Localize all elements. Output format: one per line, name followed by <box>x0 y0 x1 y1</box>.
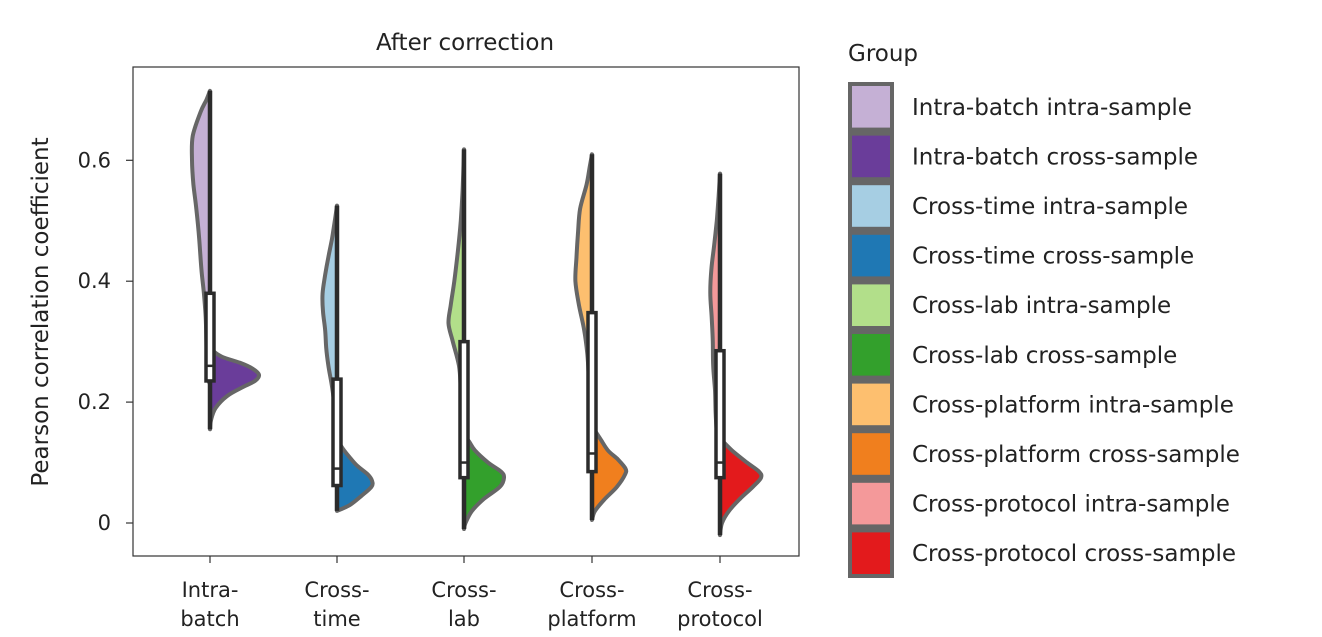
violin-cross-sample <box>718 436 764 538</box>
legend-label: Cross-time cross-sample <box>912 244 1194 270</box>
chart-title: After correction <box>376 30 554 56</box>
x-tick-label: Cross- <box>431 578 496 602</box>
y-tick-label: 0.6 <box>78 148 111 172</box>
y-tick-label: 0.2 <box>78 390 111 414</box>
x-tick-label: Cross- <box>304 578 369 602</box>
legend-swatch <box>852 532 890 574</box>
y-tick-label: 0.4 <box>78 269 111 293</box>
legend-swatch <box>852 86 890 128</box>
box-iqr <box>204 291 216 383</box>
x-tick-label: time <box>313 607 360 631</box>
x-tick-label: Cross- <box>687 578 752 602</box>
plot-frame <box>132 66 800 557</box>
legend-label: Cross-platform cross-sample <box>912 442 1240 468</box>
x-tick-label: batch <box>180 607 239 631</box>
y-tick-label: 0 <box>98 511 111 535</box>
violin-cross-sample <box>208 342 262 432</box>
box-iqr <box>714 348 726 480</box>
legend: Group Intra-batch intra-sample Intra-batch… <box>848 41 1240 578</box>
legend-swatch <box>852 284 890 326</box>
legend-swatch <box>852 135 890 178</box>
violin-cross-sample <box>335 436 375 513</box>
box-iqr <box>458 339 470 480</box>
legend-label: Cross-protocol intra-sample <box>912 492 1230 518</box>
x-tick-label: lab <box>448 607 480 631</box>
legend-label: Cross-platform intra-sample <box>912 392 1234 418</box>
box-iqr <box>331 377 343 488</box>
legend-swatch <box>852 433 890 475</box>
x-tick-label: Cross- <box>559 578 624 602</box>
x-tick-label: Intra- <box>182 578 239 602</box>
legend-label: Cross-lab intra-sample <box>912 293 1171 319</box>
legend-label: Cross-time intra-sample <box>912 194 1188 220</box>
x-tick-label: platform <box>547 607 636 631</box>
legend-swatch <box>852 234 890 277</box>
plot-area: 0 0.2 0.4 0.6 Intra-batch Cross-time Cross-lab… <box>78 66 800 631</box>
legend-label: Cross-lab cross-sample <box>912 343 1177 369</box>
legend-title: Group <box>848 41 918 67</box>
legend-swatch <box>852 482 890 525</box>
legend-swatch <box>852 185 890 227</box>
legend-swatch <box>852 383 890 426</box>
x-tick-label: protocol <box>677 607 763 631</box>
legend-label: Intra-batch intra-sample <box>912 95 1192 121</box>
violin-cross-sample <box>590 424 629 522</box>
box-iqr <box>586 310 598 474</box>
legend-label: Cross-protocol cross-sample <box>912 541 1236 567</box>
legend-label: Intra-batch cross-sample <box>912 144 1198 170</box>
y-axis-label: Pearson correlation coefficient <box>28 137 54 486</box>
violin-cross-sample <box>462 433 507 531</box>
legend-swatch <box>852 334 890 376</box>
